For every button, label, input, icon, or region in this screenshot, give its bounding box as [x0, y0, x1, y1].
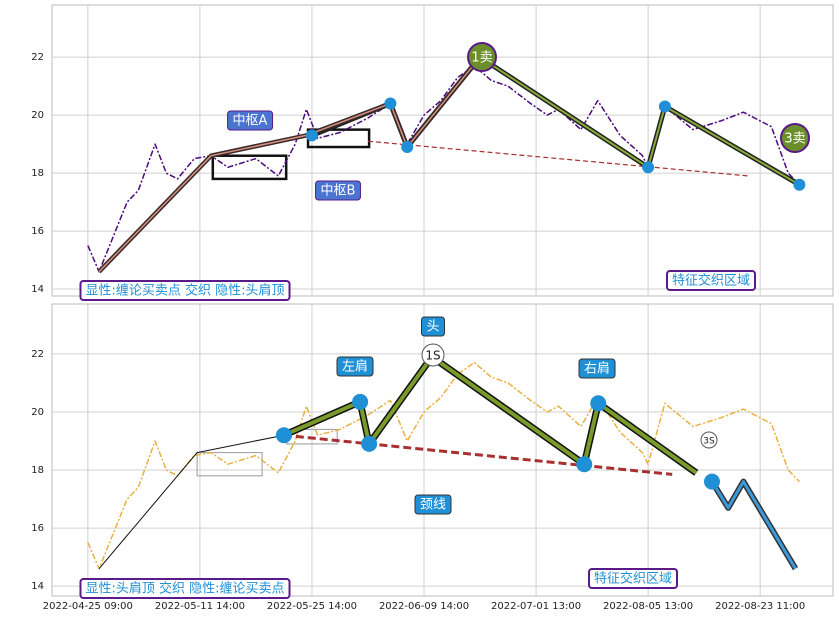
y-tick-label: 16	[31, 523, 44, 534]
turning-point	[658, 100, 671, 113]
y-tick-label: 18	[31, 465, 44, 476]
line	[479, 56, 800, 186]
label-box	[578, 358, 616, 379]
annotation: 特征交织区域	[587, 568, 679, 589]
x-tick-label: 2022-05-25 14:00	[267, 601, 357, 612]
label-box	[315, 180, 361, 201]
legend-note: 显性:头肩顶 交织 隐性:缠论买卖点	[85, 581, 284, 597]
label-box	[336, 356, 374, 377]
line	[98, 56, 481, 273]
annotation-label: 颈线	[420, 498, 446, 513]
pivot-box	[196, 452, 263, 477]
signal-label: 1卖	[471, 51, 492, 66]
signal-ring	[421, 343, 445, 367]
label-box	[420, 316, 446, 337]
note-box	[587, 568, 679, 589]
annotation: 颈线	[414, 494, 452, 515]
y-tick-label: 14	[31, 284, 44, 295]
annotation-label: 中枢A	[233, 114, 268, 129]
annotation-label: 右肩	[584, 361, 610, 377]
y-tick-label: 14	[31, 581, 44, 592]
y-tick-label: 18	[31, 168, 44, 179]
note-box	[665, 270, 757, 291]
turning-point	[793, 178, 806, 191]
label-box	[414, 494, 452, 515]
annotation: 3S	[700, 431, 718, 449]
y-tick-label: 20	[31, 110, 44, 121]
line	[283, 433, 673, 476]
note-box	[79, 578, 291, 599]
signal-badge	[467, 42, 497, 72]
turning-point	[401, 141, 414, 154]
annotation: 特征交织区域	[665, 270, 757, 291]
annotation: 中枢B	[315, 180, 361, 201]
x-tick-label: 2022-05-11 14:00	[155, 601, 245, 612]
annotation: 右肩	[578, 358, 616, 379]
label-box	[227, 110, 274, 131]
annotation: 1卖	[467, 42, 497, 72]
y-tick-label: 22	[31, 52, 44, 63]
x-tick-label: 2022-08-05 13:00	[603, 601, 693, 612]
x-tick-label: 2022-04-25 09:00	[43, 601, 133, 612]
legend-note: 特征交织区域	[594, 571, 672, 587]
turning-point	[305, 129, 318, 142]
turning-point	[275, 427, 292, 444]
legend-note: 特征交织区域	[672, 273, 750, 289]
plot-area	[51, 4, 834, 297]
turning-point	[642, 161, 655, 174]
turning-point	[703, 473, 720, 490]
x-tick-label: 2022-08-23 11:00	[715, 601, 805, 612]
annotation: 中枢A	[227, 110, 274, 131]
note-box	[79, 280, 291, 301]
annotation: 头	[420, 316, 446, 337]
turning-point	[361, 435, 378, 452]
signal-badge	[780, 123, 810, 153]
turning-point	[576, 456, 593, 473]
y-tick-label: 20	[31, 407, 44, 418]
signal-label: 3S	[703, 437, 715, 447]
turning-point	[352, 393, 369, 410]
legend-note: 显性:缠论买卖点 交织 隐性:头肩顶	[85, 283, 284, 299]
annotation: 1S	[421, 343, 445, 367]
annotation: 左肩	[336, 356, 374, 377]
signal-label: 1S	[425, 349, 440, 363]
annotation: 显性:缠论买卖点 交织 隐性:头肩顶	[79, 280, 291, 301]
x-tick-label: 2022-06-09 14:00	[379, 601, 469, 612]
pivot-box	[211, 154, 288, 181]
annotation-label: 左肩	[342, 359, 368, 375]
annotation-label: 中枢B	[321, 184, 356, 199]
line	[710, 480, 797, 570]
turning-point	[384, 97, 397, 110]
signal-ring	[700, 431, 718, 449]
x-tick-label: 2022-07-01 13:00	[491, 601, 581, 612]
y-tick-label: 22	[31, 349, 44, 360]
annotation: 3卖	[780, 123, 810, 153]
annotation-label: 头	[426, 320, 439, 335]
turning-point	[590, 395, 607, 412]
y-tick-label: 16	[31, 226, 44, 237]
signal-label: 3卖	[784, 132, 805, 147]
annotation: 显性:头肩顶 交织 隐性:缠论买卖点	[79, 578, 291, 599]
